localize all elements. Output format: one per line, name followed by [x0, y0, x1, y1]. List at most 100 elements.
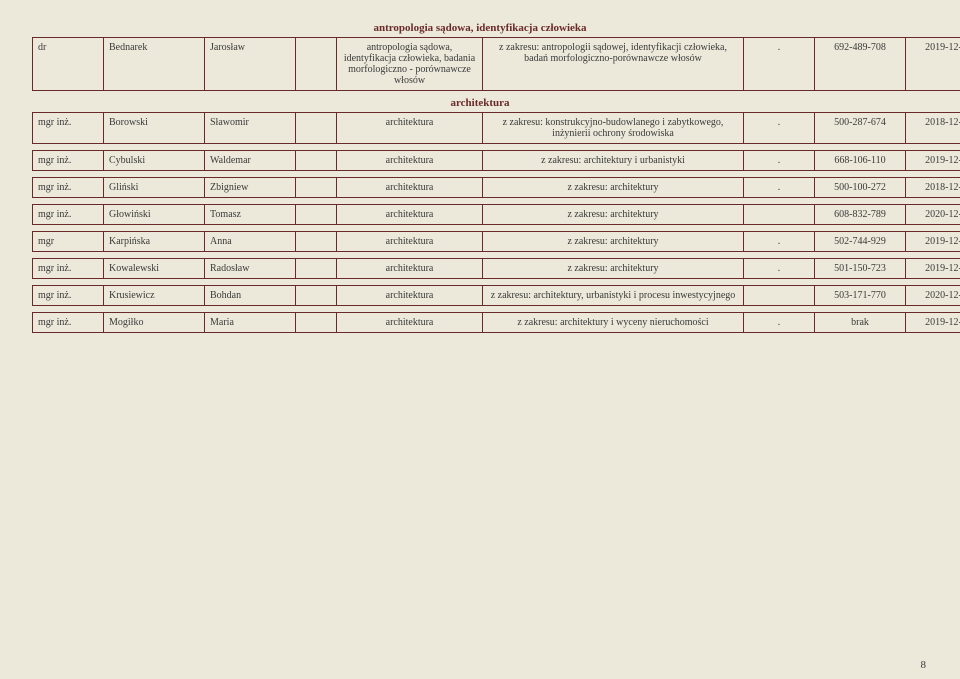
cell-scope: z zakresu: architektury i wyceny nieruch…: [483, 313, 744, 333]
cell-surname: Gliński: [104, 178, 205, 198]
records-table: mgr inż. Kowalewski Radosław architektur…: [32, 258, 960, 279]
cell-empty: [296, 232, 337, 252]
cell-title: mgr inż.: [33, 178, 104, 198]
cell-phone: brak: [815, 313, 906, 333]
table-row: mgr inż. Mogiłko Maria architektura z za…: [33, 313, 960, 333]
records-table: mgr inż. Krusiewicz Bohdan architektura …: [32, 285, 960, 306]
records-table: mgr inż. Gliński Zbigniew architektura z…: [32, 177, 960, 198]
cell-spec: architektura: [337, 113, 483, 144]
cell-date: 2019-12-31: [906, 313, 960, 333]
cell-name: Jarosław: [205, 38, 296, 91]
cell-surname: Kowalewski: [104, 259, 205, 279]
cell-name: Bohdan: [205, 286, 296, 306]
cell-dot: .: [744, 232, 815, 252]
cell-spec: architektura: [337, 205, 483, 225]
cell-empty: [296, 286, 337, 306]
cell-title: mgr inż.: [33, 259, 104, 279]
cell-scope: z zakresu: architektury: [483, 259, 744, 279]
cell-title: mgr inż.: [33, 205, 104, 225]
table-row: mgr inż. Kowalewski Radosław architektur…: [33, 259, 960, 279]
cell-name: Zbigniew: [205, 178, 296, 198]
cell-spec: architektura: [337, 286, 483, 306]
cell-empty: [296, 38, 337, 91]
cell-phone: 668-106-110: [815, 151, 906, 171]
cell-title: mgr inż.: [33, 113, 104, 144]
cell-name: Waldemar: [205, 151, 296, 171]
table-row: mgr inż. Głowiński Tomasz architektura z…: [33, 205, 960, 225]
cell-dot: .: [744, 113, 815, 144]
cell-empty: [296, 113, 337, 144]
cell-title: mgr inż.: [33, 151, 104, 171]
table-row: mgr inż. Gliński Zbigniew architektura z…: [33, 178, 960, 198]
cell-scope: z zakresu: antropologii sądowej, identyf…: [483, 38, 744, 91]
cell-surname: Borowski: [104, 113, 205, 144]
cell-surname: Krusiewicz: [104, 286, 205, 306]
cell-spec: architektura: [337, 259, 483, 279]
cell-empty: [296, 313, 337, 333]
records-table: mgr Karpińska Anna architektura z zakres…: [32, 231, 960, 252]
table-row: mgr inż. Cybulski Waldemar architektura …: [33, 151, 960, 171]
records-table: mgr inż. Mogiłko Maria architektura z za…: [32, 312, 960, 333]
cell-scope: z zakresu: architektury, urbanistyki i p…: [483, 286, 744, 306]
cell-phone: 502-744-929: [815, 232, 906, 252]
cell-dot: [744, 286, 815, 306]
cell-phone: 500-287-674: [815, 113, 906, 144]
section-heading: antropologia sądowa, identyfikacja człow…: [32, 22, 928, 34]
cell-scope: z zakresu: konstrukcyjno-budowlanego i z…: [483, 113, 744, 144]
cell-name: Sławomir: [205, 113, 296, 144]
cell-name: Anna: [205, 232, 296, 252]
cell-title: mgr inż.: [33, 313, 104, 333]
cell-phone: 500-100-272: [815, 178, 906, 198]
cell-surname: Mogiłko: [104, 313, 205, 333]
cell-empty: [296, 259, 337, 279]
table-row: dr Bednarek Jarosław antropologia sądowa…: [33, 38, 960, 91]
cell-dot: .: [744, 178, 815, 198]
cell-dot: [744, 205, 815, 225]
cell-name: Tomasz: [205, 205, 296, 225]
cell-dot: .: [744, 313, 815, 333]
page-number: 8: [921, 659, 927, 671]
records-table: mgr inż. Cybulski Waldemar architektura …: [32, 150, 960, 171]
cell-empty: [296, 178, 337, 198]
cell-title: mgr inż.: [33, 286, 104, 306]
cell-empty: [296, 205, 337, 225]
cell-surname: Głowiński: [104, 205, 205, 225]
table-row: mgr inż. Borowski Sławomir architektura …: [33, 113, 960, 144]
cell-phone: 503-171-770: [815, 286, 906, 306]
cell-phone: 501-150-723: [815, 259, 906, 279]
cell-scope: z zakresu: architektury i urbanistyki: [483, 151, 744, 171]
cell-dot: .: [744, 38, 815, 91]
records-table: dr Bednarek Jarosław antropologia sądowa…: [32, 37, 960, 91]
cell-date: 2018-12-31: [906, 113, 960, 144]
table-row: mgr inż. Krusiewicz Bohdan architektura …: [33, 286, 960, 306]
cell-scope: z zakresu: architektury: [483, 232, 744, 252]
cell-phone: 608-832-789: [815, 205, 906, 225]
cell-phone: 692-489-708: [815, 38, 906, 91]
cell-surname: Cybulski: [104, 151, 205, 171]
cell-date: 2018-12-31: [906, 178, 960, 198]
cell-surname: Karpińska: [104, 232, 205, 252]
cell-surname: Bednarek: [104, 38, 205, 91]
cell-spec: architektura: [337, 313, 483, 333]
page-content: antropologia sądowa, identyfikacja człow…: [0, 0, 960, 349]
section-heading: architektura: [32, 97, 928, 109]
cell-spec: architektura: [337, 178, 483, 198]
cell-title: dr: [33, 38, 104, 91]
records-table: mgr inż. Głowiński Tomasz architektura z…: [32, 204, 960, 225]
table-row: mgr Karpińska Anna architektura z zakres…: [33, 232, 960, 252]
cell-name: Maria: [205, 313, 296, 333]
cell-date: 2019-12-31: [906, 232, 960, 252]
cell-empty: [296, 151, 337, 171]
cell-date: 2020-12-31: [906, 286, 960, 306]
cell-spec: architektura: [337, 232, 483, 252]
cell-dot: .: [744, 151, 815, 171]
cell-scope: z zakresu: architektury: [483, 205, 744, 225]
cell-date: 2019-12-31: [906, 151, 960, 171]
cell-spec: architektura: [337, 151, 483, 171]
cell-date: 2020-12-31: [906, 205, 960, 225]
records-table: mgr inż. Borowski Sławomir architektura …: [32, 112, 960, 144]
cell-title: mgr: [33, 232, 104, 252]
cell-name: Radosław: [205, 259, 296, 279]
cell-date: 2019-12-31: [906, 38, 960, 91]
cell-dot: .: [744, 259, 815, 279]
